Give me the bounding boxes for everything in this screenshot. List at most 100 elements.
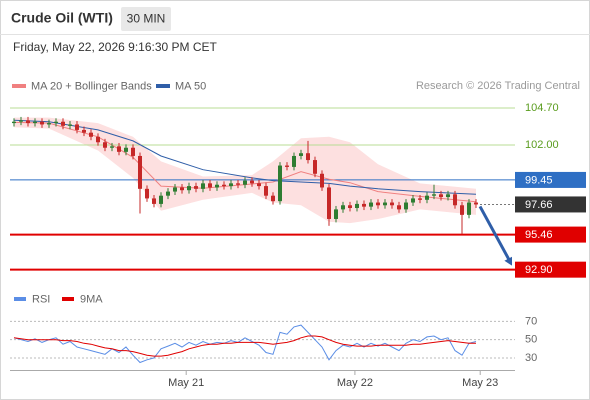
candle-body [109, 146, 114, 148]
candle-body [348, 205, 353, 209]
candle-body [299, 153, 304, 156]
copyright: Research © 2026 Trading Central [416, 80, 580, 92]
candle-body [39, 121, 44, 125]
candle-body [207, 183, 212, 188]
candle-body [179, 187, 184, 191]
candle-body [214, 184, 219, 188]
indicator-line [13, 335, 476, 357]
candle-body [334, 209, 339, 219]
level-badge [515, 226, 586, 243]
bollinger-band [14, 117, 476, 224]
candle-body [137, 155, 142, 189]
candle-body [411, 198, 416, 203]
x-tick-label: May 23 [462, 377, 498, 389]
forecast-arrowhead [504, 256, 512, 266]
candle-body [116, 146, 121, 152]
candle-body [453, 194, 458, 206]
candle-body [193, 186, 198, 189]
candle-body [320, 173, 325, 188]
candle-body [474, 202, 479, 205]
y-tick-label: 30 [525, 352, 537, 364]
candle-body [228, 183, 233, 187]
level-label: 104.70 [525, 102, 559, 114]
candle-body [25, 120, 30, 124]
candle-body [256, 183, 261, 187]
candle-body [292, 155, 297, 167]
candle-body [355, 203, 360, 209]
forecast-arrow [478, 205, 511, 261]
candle-body [439, 194, 444, 198]
timestamp: Friday, May 22, 2026 9:16:30 PM CET [13, 40, 218, 54]
ma-line [13, 119, 477, 195]
candle-body [221, 184, 226, 187]
candle-body [11, 121, 16, 124]
candle-body [172, 187, 177, 192]
candle-body [46, 123, 51, 125]
interval[interactable]: 30 MIN [127, 12, 166, 26]
candle-body [264, 186, 269, 196]
candle-body [271, 195, 276, 202]
candle-body [102, 142, 107, 148]
candle-body [467, 202, 472, 215]
legend-label: MA 50 [175, 80, 206, 92]
candle-body [397, 205, 402, 210]
legend-swatch [156, 84, 170, 88]
candle-body [376, 202, 381, 206]
candle-body [32, 121, 37, 124]
x-tick-label: May 21 [168, 377, 204, 389]
candle-body [235, 183, 240, 185]
candle-body [404, 202, 409, 210]
candle-body [313, 160, 318, 174]
candle-body [123, 147, 128, 152]
candle-body [285, 165, 290, 167]
candle-body [369, 202, 374, 207]
x-tick-label: May 22 [337, 377, 373, 389]
candle-body [242, 180, 247, 185]
level-badge [515, 171, 586, 188]
y-tick-label: 70 [525, 315, 537, 327]
legend-label: MA 20 + Bollinger Bands [31, 80, 152, 92]
candle-body [67, 124, 72, 126]
candle-body [425, 195, 430, 200]
candle-body [390, 202, 395, 206]
level-badge [515, 261, 586, 278]
candle-body [278, 165, 283, 202]
legend-swatch [12, 84, 26, 88]
candle-body [418, 198, 423, 200]
candle-body [306, 153, 311, 161]
instrument-title: Crude Oil (WTI) [11, 10, 113, 26]
candle-body [460, 205, 465, 215]
level-label: 99.45 [525, 174, 553, 186]
candle-body [249, 180, 254, 184]
candle-body [53, 121, 58, 124]
level-label: 97.66 [525, 199, 553, 211]
candle-body [95, 136, 100, 143]
legend-label: 9MA [80, 293, 103, 305]
candle-body [81, 129, 86, 133]
level-badge [515, 196, 586, 213]
candle-body [130, 147, 135, 156]
y-tick-label: 50 [525, 334, 537, 346]
level-label: 92.90 [525, 264, 553, 276]
candle-body [60, 121, 65, 126]
candle-body [327, 187, 332, 219]
legend-swatch [62, 297, 74, 301]
candle-body [383, 202, 388, 206]
candle-body [200, 183, 205, 189]
candle-body [151, 198, 156, 204]
candle-body [74, 124, 79, 130]
candle-body [165, 191, 170, 196]
candle-body [158, 195, 163, 204]
ma-line [13, 121, 477, 203]
candle-body [362, 203, 367, 207]
legend-swatch [14, 297, 26, 301]
level-label: 102.00 [525, 139, 559, 151]
level-label: 95.46 [525, 229, 553, 241]
interval-badge[interactable] [121, 7, 171, 31]
candle-body [144, 188, 149, 199]
legend-label: RSI [32, 293, 50, 305]
candle-body [432, 194, 437, 196]
candle-body [446, 194, 451, 198]
indicator-line [13, 324, 477, 364]
